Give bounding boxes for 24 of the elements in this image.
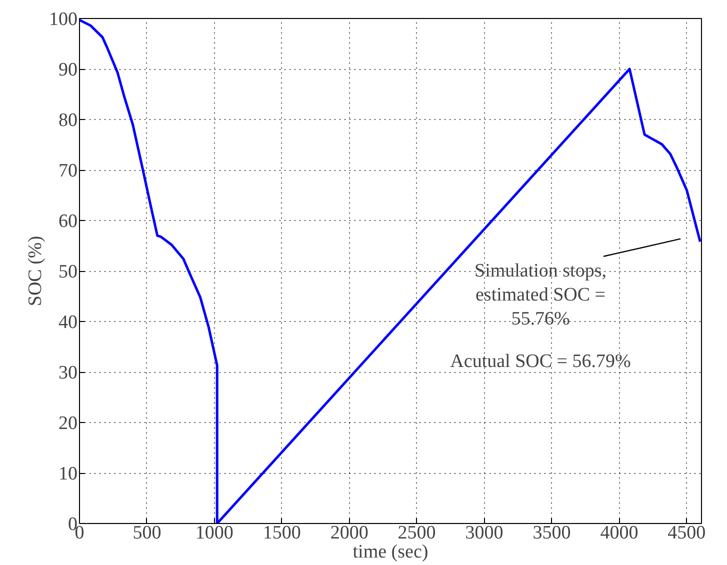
y-tick-label: 100	[49, 9, 78, 30]
x-tick-label: 2500	[398, 522, 436, 544]
annotation: Acutual SOC = 56.79%	[450, 351, 631, 372]
x-tick-label: 1000	[195, 522, 234, 544]
x-tick-label: 1500	[262, 522, 301, 544]
y-tick-label: 40	[58, 312, 78, 333]
annotation: Simulation stops, estimated SOC = 55.76%	[474, 260, 606, 330]
y-tick-label: 90	[58, 60, 78, 80]
y-tick-label: 10	[58, 464, 78, 484]
y-tick-label: 50	[58, 262, 78, 282]
y-tick-label: 20	[58, 413, 78, 434]
y-axis-title: SOC (%)	[25, 236, 46, 306]
x-tick-label: 500	[132, 522, 162, 544]
x-tick-label: 2000	[330, 522, 368, 544]
line-series	[80, 18, 702, 524]
y-tick-label: 70	[58, 160, 78, 182]
y-tick-label: 80	[58, 110, 78, 131]
x-tick-label: 4000	[600, 522, 638, 544]
x-tick-label: 3000	[465, 522, 504, 544]
y-tick-label: 30	[58, 362, 78, 384]
y-tick-label: 60	[58, 211, 78, 232]
x-tick-label: 4500	[668, 522, 706, 544]
x-axis-title: time (sec)	[352, 542, 428, 562]
x-tick-label: 3500	[532, 522, 571, 544]
